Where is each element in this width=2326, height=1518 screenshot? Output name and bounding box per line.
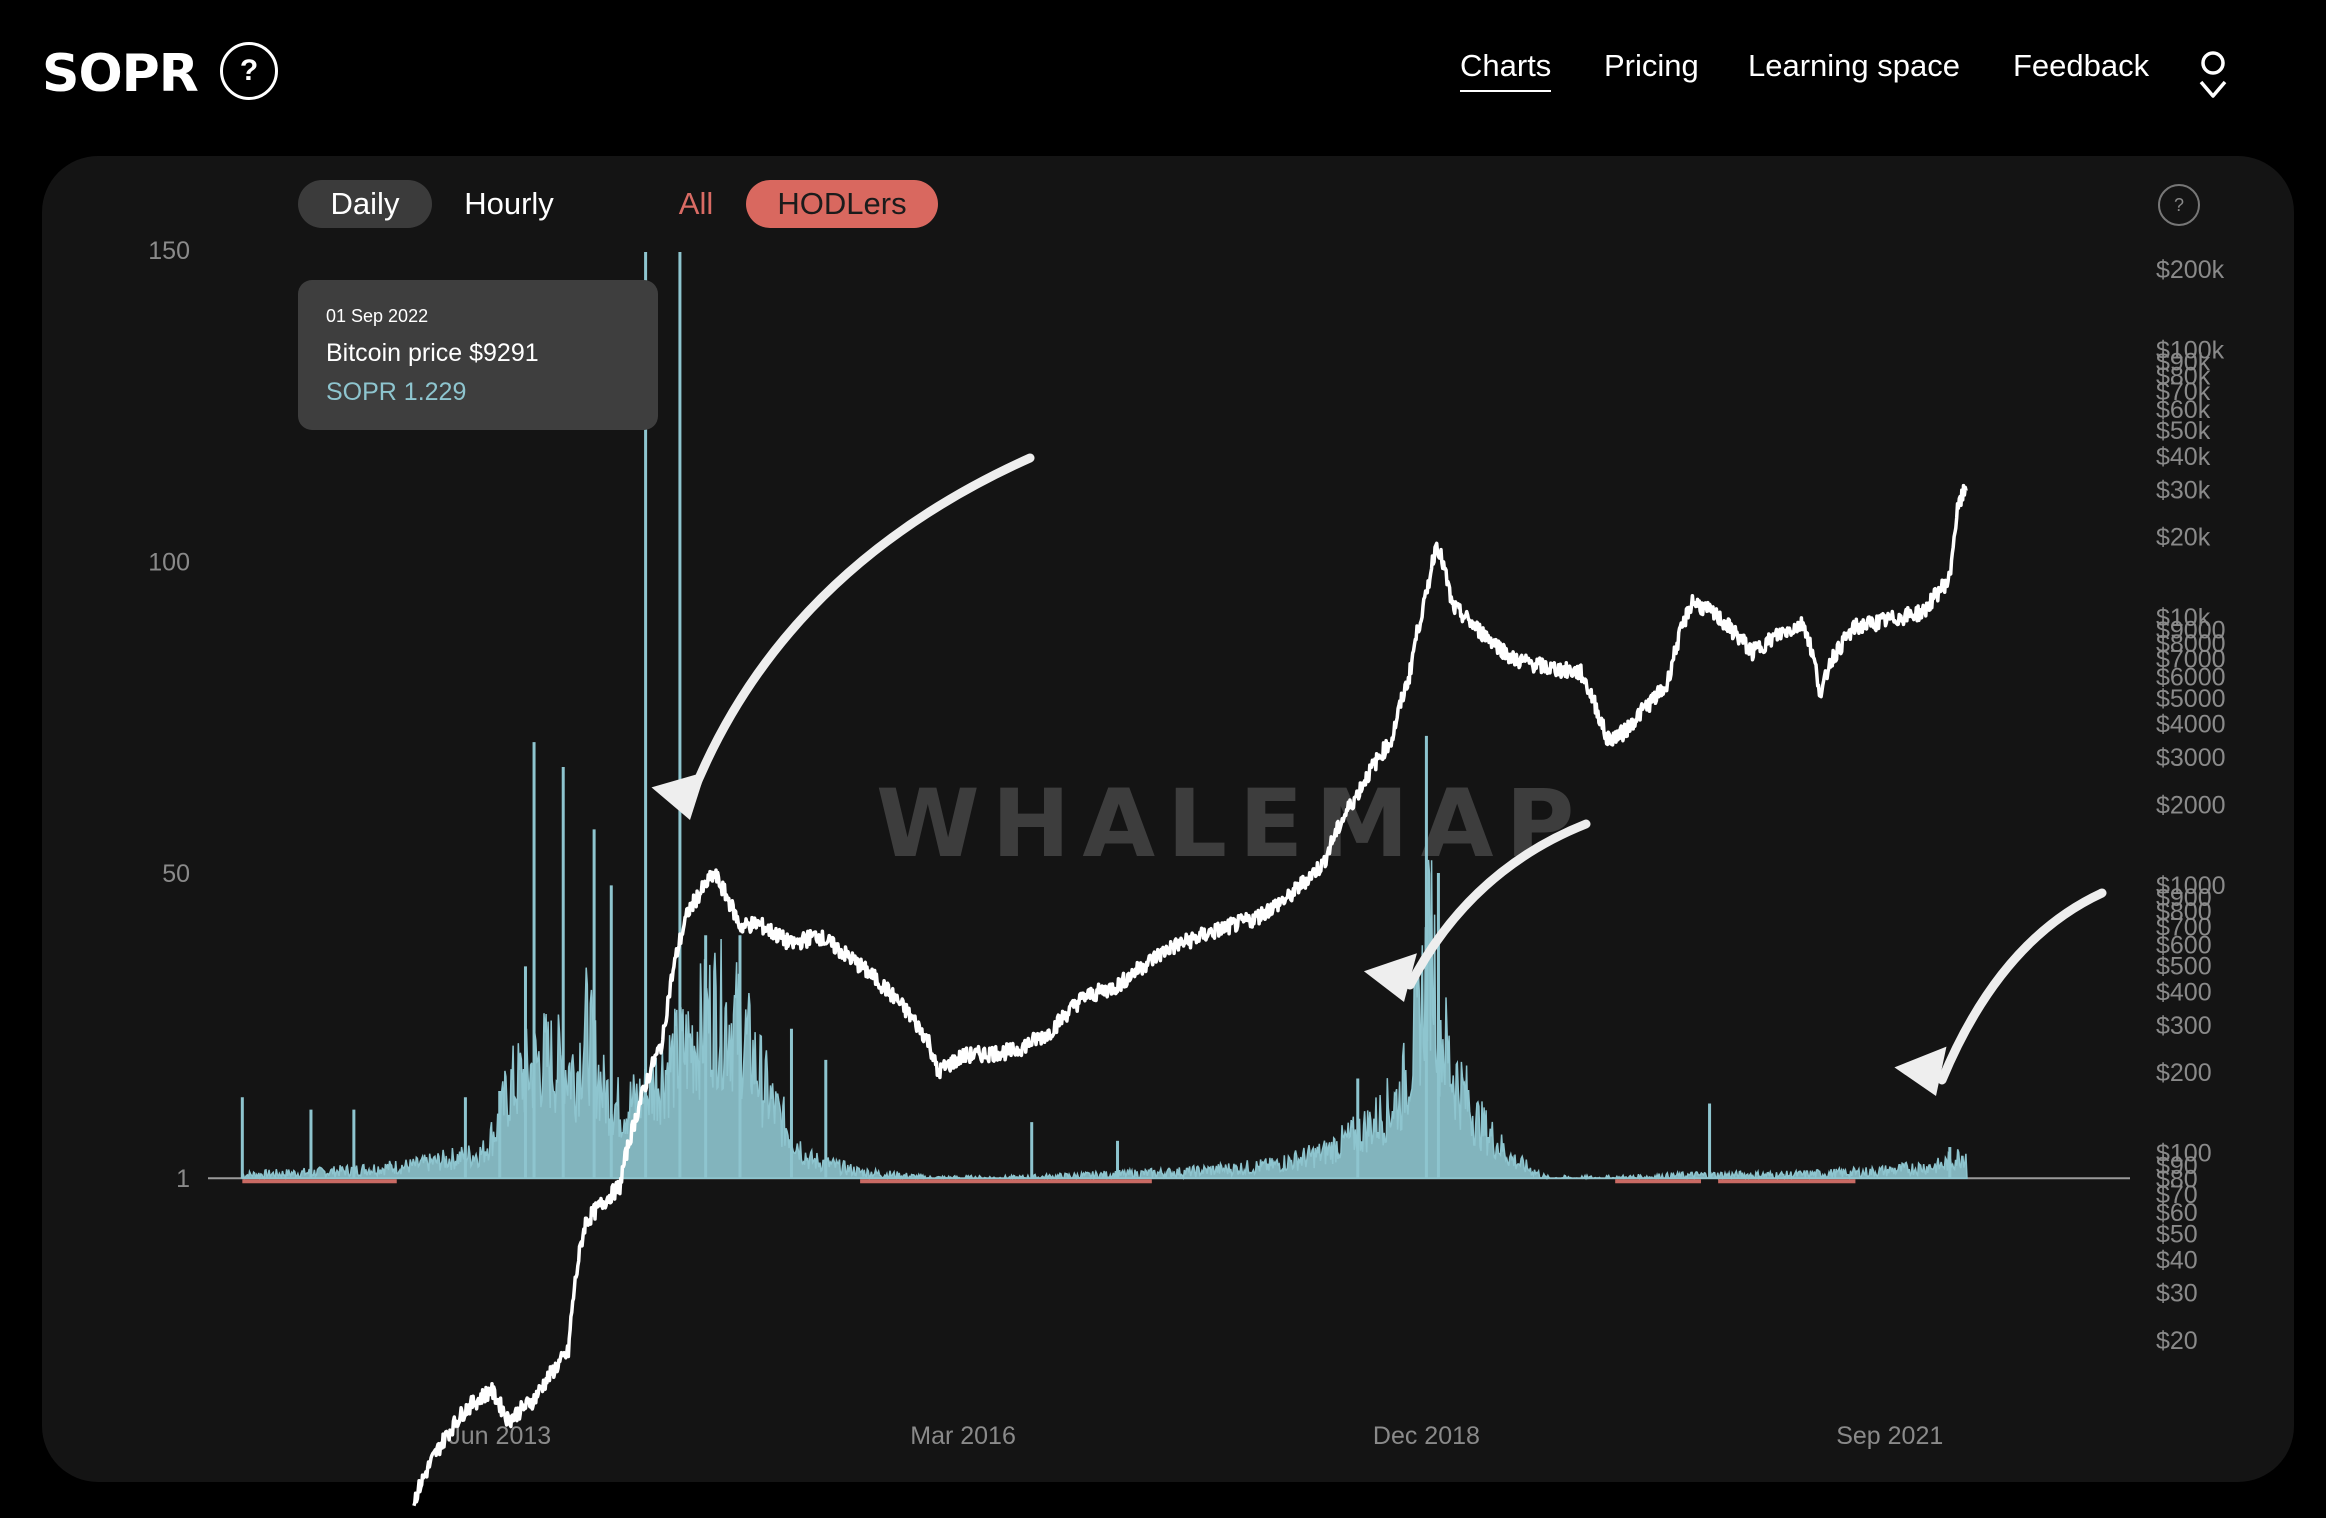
- y-right-tick-label: $6000: [2156, 664, 2226, 692]
- y-right-tick-label: $7000: [2156, 646, 2226, 674]
- x-tick-label: Dec 2018: [1373, 1422, 1480, 1450]
- y-right-tick-label: $700: [2156, 913, 2212, 941]
- annotation-arrows: [651, 453, 2107, 1096]
- price-line: [412, 483, 1968, 1507]
- y-right-tick-label: $40k: [2156, 443, 2211, 471]
- y-right-tick-label: $200k: [2156, 256, 2225, 284]
- y-left-tick-label: 50: [162, 860, 190, 888]
- y-right-tick-label: $800: [2156, 898, 2212, 926]
- y-right-tick-label: $40: [2156, 1246, 2198, 1274]
- nav-charts[interactable]: Charts: [1460, 48, 1552, 92]
- y-right-tick-label: $20: [2156, 1327, 2198, 1355]
- price-series: [412, 483, 1968, 1507]
- arrow-shaft: [685, 453, 1035, 805]
- daily-toggle[interactable]: Daily: [298, 180, 432, 228]
- y-right-tick-label: $30: [2156, 1280, 2198, 1308]
- y-right-tick-label: $90k: [2156, 349, 2211, 377]
- arrow-head: [651, 771, 706, 820]
- y-right-tick-label: $5000: [2156, 685, 2226, 713]
- y-left-tick-label: 1: [176, 1165, 190, 1193]
- y-right-tick-label: $70k: [2156, 378, 2211, 406]
- help-icon[interactable]: ?: [220, 42, 278, 100]
- y-right-tick-label: $200: [2156, 1059, 2212, 1087]
- y-right-tick-label: $300: [2156, 1012, 2212, 1040]
- chart-help-icon[interactable]: ?: [2158, 184, 2200, 226]
- y-right-tick-label: $1000: [2156, 872, 2226, 900]
- y-right-tick-label: $50k: [2156, 417, 2211, 445]
- chart-axes: 150100501$200k$100k$90k$80k$70k$60k$50k$…: [148, 237, 2225, 1450]
- y-right-tick-label: $30k: [2156, 476, 2211, 504]
- y-right-tick-label: $4000: [2156, 711, 2226, 739]
- y-right-tick-label: $20k: [2156, 524, 2211, 552]
- hourly-toggle[interactable]: Hourly: [464, 186, 554, 221]
- y-right-tick-label: $400: [2156, 979, 2212, 1007]
- y-right-tick-label: $500: [2156, 953, 2212, 981]
- sopr-area: [241, 859, 1968, 1182]
- y-left-tick-label: 150: [148, 237, 190, 265]
- y-left-tick-label: 100: [148, 548, 190, 576]
- tooltip-date: 01 Sep 2022: [326, 306, 429, 326]
- y-right-tick-label: $2000: [2156, 791, 2226, 819]
- hodlers-filter[interactable]: HODLers: [746, 180, 938, 228]
- y-right-tick-label: $100: [2156, 1140, 2212, 1168]
- y-right-tick-label: $600: [2156, 931, 2212, 959]
- chart-tooltip: 01 Sep 2022 Bitcoin price $9291 SOPR 1.2…: [298, 280, 658, 430]
- y-right-tick-label: $60: [2156, 1199, 2198, 1227]
- tooltip-price: Bitcoin price $9291: [326, 339, 539, 367]
- y-right-tick-label: $100k: [2156, 336, 2225, 364]
- tooltip-sopr: SOPR 1.229: [326, 378, 467, 406]
- y-right-tick-label: $60k: [2156, 396, 2211, 424]
- nav-feedback[interactable]: Feedback: [2013, 48, 2150, 83]
- arrow-head: [1363, 953, 1417, 1002]
- y-right-tick-label: $70: [2156, 1181, 2198, 1209]
- nav-learning-space[interactable]: Learning space: [1748, 48, 1960, 83]
- x-tick-label: Mar 2016: [910, 1422, 1016, 1450]
- nav-pricing[interactable]: Pricing: [1604, 48, 1699, 83]
- y-right-tick-label: $80k: [2156, 362, 2211, 390]
- y-right-tick-label: $80: [2156, 1166, 2198, 1194]
- y-right-tick-label: $90: [2156, 1152, 2198, 1180]
- arrow-shaft: [1937, 888, 2107, 1085]
- app-logo[interactable]: SOPR: [42, 44, 199, 104]
- x-tick-label: Sep 2021: [1836, 1422, 1943, 1450]
- arrow-head: [1894, 1046, 1947, 1096]
- y-right-tick-label: $10k: [2156, 604, 2211, 632]
- y-right-tick-label: $9000: [2156, 616, 2226, 644]
- y-right-tick-label: $3000: [2156, 744, 2226, 772]
- y-right-tick-label: $50: [2156, 1220, 2198, 1248]
- user-location-icon[interactable]: [2196, 50, 2230, 98]
- watermark: WHALEMAP: [876, 770, 1587, 879]
- y-right-tick-label: $900: [2156, 884, 2212, 912]
- x-tick-label: Jun 2013: [448, 1422, 551, 1450]
- arrow-shaft: [1405, 819, 1591, 990]
- y-right-tick-label: $8000: [2156, 630, 2226, 658]
- all-filter[interactable]: All: [678, 186, 714, 221]
